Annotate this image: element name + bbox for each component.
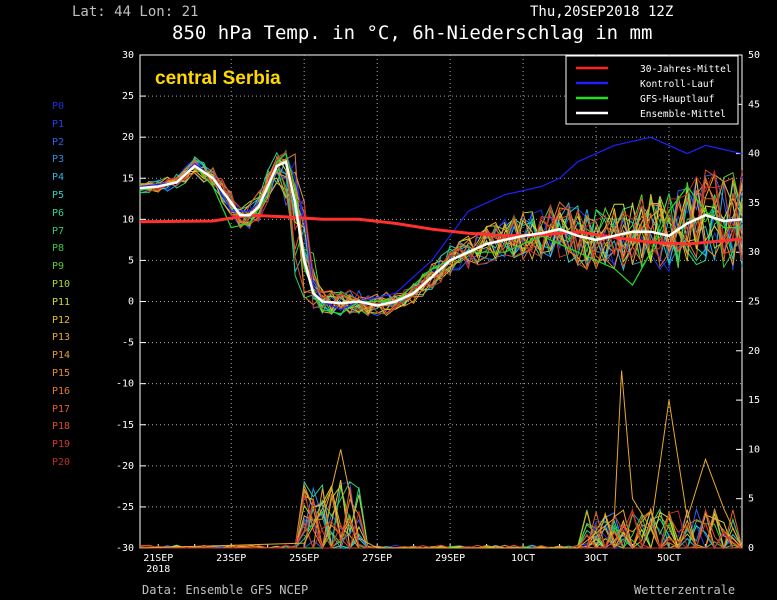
x-tick-label-year: 2018 (146, 564, 170, 575)
y-tick-label-right: 10 (748, 444, 760, 455)
y-tick-label-right: 35 (748, 198, 760, 209)
series-30-jahres-mittel (139, 213, 743, 246)
member-label-p5: P5 (52, 189, 65, 201)
member-label-p11: P11 (52, 296, 71, 308)
y-tick-label-left: -10 (116, 379, 134, 390)
member-label-p18: P18 (52, 421, 71, 433)
member-label-p2: P2 (52, 136, 65, 148)
x-tick-label: 5OCT (657, 553, 681, 564)
member-label-p19: P19 (52, 439, 71, 451)
y-tick-label-left: 0 (128, 297, 134, 308)
y-tick-label-left: -15 (116, 420, 134, 431)
member-label-p20: P20 (52, 456, 71, 468)
precip-line-p17 (139, 486, 743, 550)
brand-label: Wetterzentrale (634, 583, 736, 597)
member-label-p4: P4 (52, 172, 65, 184)
member-label-p12: P12 (52, 314, 71, 326)
y-tick-label-left: 10 (122, 214, 134, 225)
legend-label: Ensemble-Mittel (640, 109, 726, 120)
y-tick-label-right: 20 (748, 346, 760, 357)
member-label-p15: P15 (52, 367, 71, 379)
member-label-p10: P10 (52, 278, 71, 290)
member-label-p6: P6 (52, 207, 65, 219)
x-tick-label: 3OCT (584, 553, 608, 564)
member-label-p0: P0 (52, 101, 65, 112)
precip-line-p10 (140, 484, 742, 549)
y-tick-label-right: 50 (748, 50, 760, 61)
member-label-p7: P7 (52, 225, 65, 237)
y-tick-label-left: 25 (122, 91, 134, 102)
member-label-p1: P1 (52, 118, 65, 130)
temp-line-p9 (140, 160, 743, 309)
region-label: central Serbia (155, 68, 281, 89)
legend-label: 30-Jahres-Mittel (640, 64, 732, 75)
temp-line-p11 (139, 155, 743, 314)
y-tick-label-left: 30 (122, 50, 134, 61)
y-tick-label-left: -25 (116, 502, 134, 513)
temp-line-p17 (139, 155, 743, 306)
x-tick-label: 23SEP (216, 553, 246, 564)
x-tick-label: 1OCT (511, 553, 535, 564)
series-gfs-hauptlauf (139, 152, 742, 315)
y-tick-label-right: 30 (748, 247, 760, 258)
legend-label: GFS-Hauptlauf (640, 94, 714, 105)
y-tick-label-right: 0 (748, 543, 754, 554)
y-tick-label-left: -5 (122, 338, 134, 349)
y-tick-label-left: 5 (128, 255, 134, 266)
lat-lon-label: Lat: 44 Lon: 21 (72, 4, 199, 20)
run-datetime: Thu,20SEP2018 12Z (530, 4, 674, 20)
y-tick-label-left: 20 (122, 132, 134, 143)
y-tick-label-right: 15 (748, 395, 760, 406)
x-tick-label: 29SEP (435, 553, 465, 564)
x-tick-label: 27SEP (362, 553, 392, 564)
member-label-p16: P16 (52, 385, 71, 397)
y-tick-label-left: -20 (116, 461, 134, 472)
temp-line-p19 (139, 162, 743, 315)
member-label-p17: P17 (52, 403, 71, 415)
member-label-p9: P9 (52, 261, 65, 273)
series-niederschlag-spitzen (139, 370, 743, 549)
member-label-p13: P13 (52, 332, 71, 344)
temp-line-p4 (139, 158, 743, 317)
y-tick-label-right: 5 (748, 494, 754, 505)
legend-label: Kontroll-Lauf (640, 79, 714, 90)
member-label-p14: P14 (52, 350, 71, 362)
x-tick-label: 25SEP (289, 553, 319, 564)
y-tick-label-left: -30 (116, 543, 134, 554)
precip-line-p11 (140, 484, 742, 550)
y-tick-label-right: 45 (748, 99, 760, 110)
member-label-p3: P3 (52, 154, 65, 166)
y-tick-label-right: 25 (748, 297, 760, 308)
data-source: Data: Ensemble GFS NCEP (142, 583, 309, 597)
member-label-p8: P8 (52, 243, 65, 255)
y-tick-label-right: 40 (748, 149, 760, 160)
temp-line-p18 (139, 151, 743, 317)
y-tick-label-left: 15 (122, 173, 134, 184)
precip-line-p8 (140, 486, 743, 550)
x-tick-label: 21SEP (143, 553, 173, 564)
chart-title: 850 hPa Temp. in °C, 6h-Niederschlag in … (172, 22, 653, 44)
series-kontroll-lauf (139, 136, 743, 311)
series-ensemble-mittel (139, 160, 743, 307)
member-labels: P0 P1 P2 P3 P4 P5 P6 P7 P8 P9 P10 P11 P12 P13 P14 P15 P1… (52, 98, 70, 472)
